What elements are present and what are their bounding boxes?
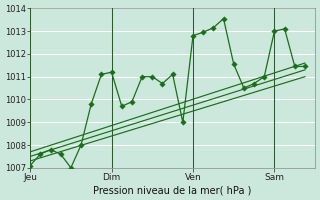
X-axis label: Pression niveau de la mer( hPa ): Pression niveau de la mer( hPa ) — [93, 185, 252, 195]
